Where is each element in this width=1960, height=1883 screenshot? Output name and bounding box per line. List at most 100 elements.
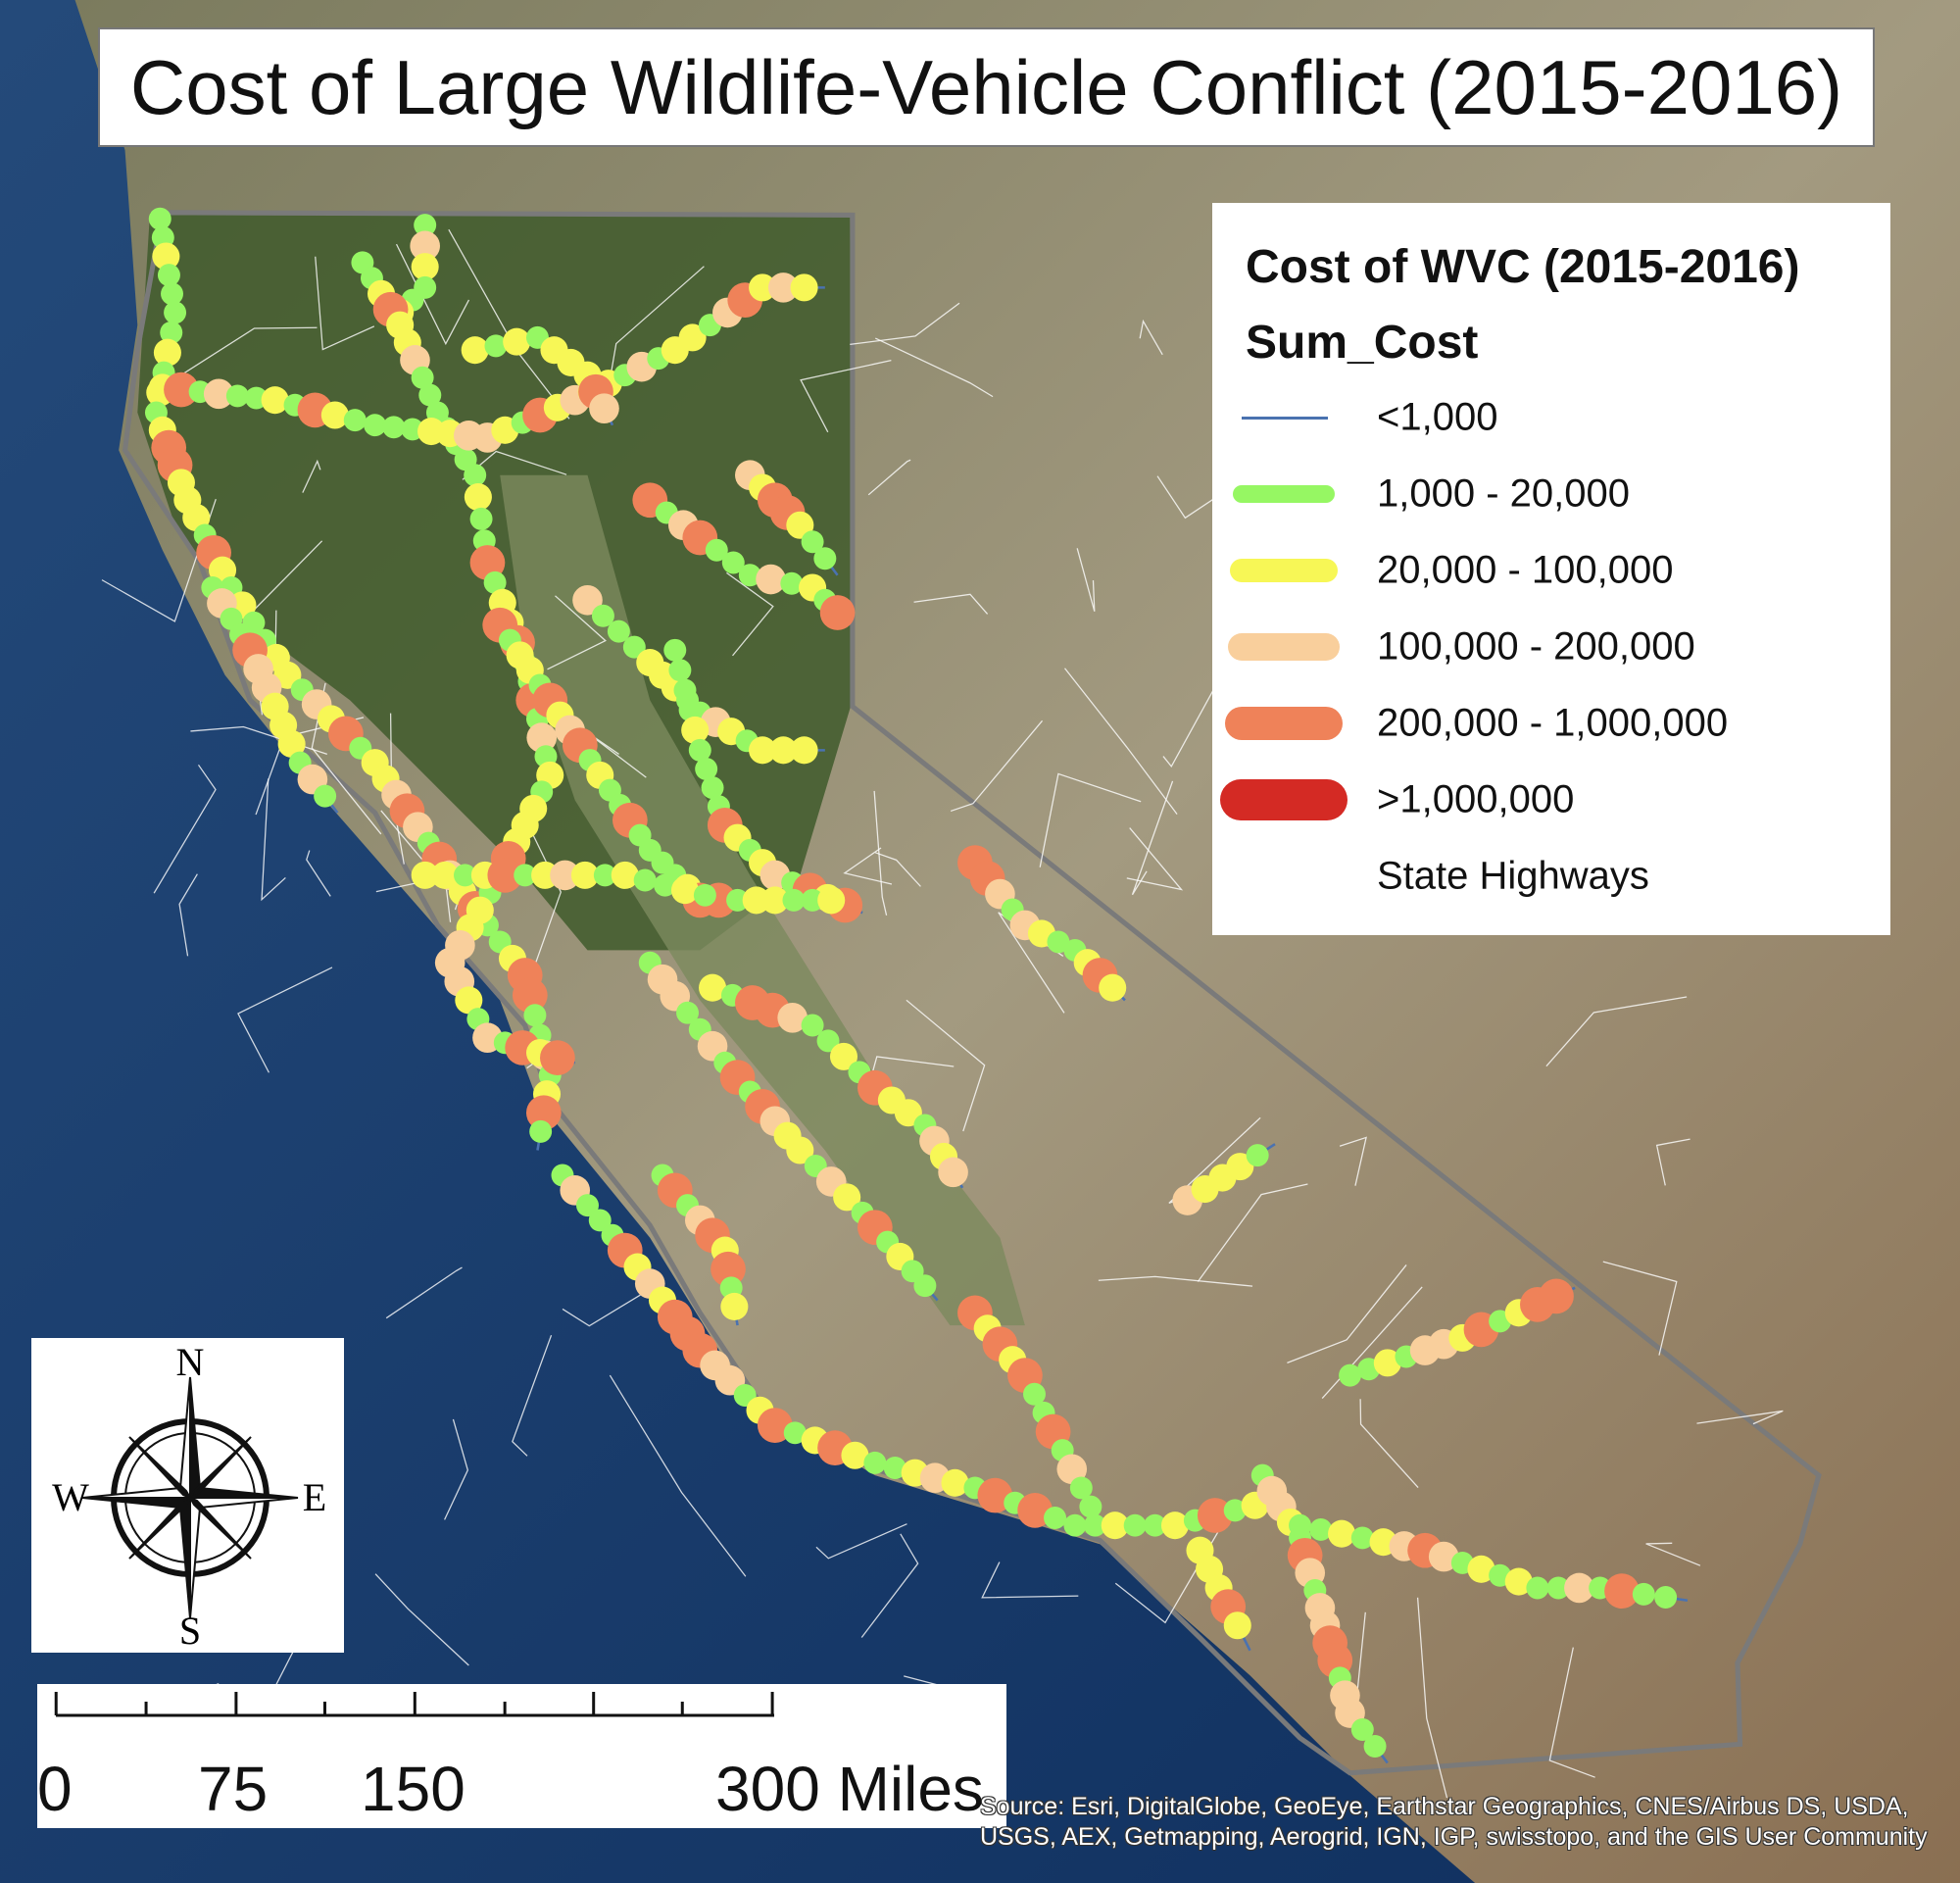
north-arrow-compass: N S W E [31, 1338, 344, 1653]
wvc-segment-marker [1328, 1519, 1356, 1548]
state-highway [1098, 1275, 1253, 1287]
wvc-segment-marker [414, 214, 437, 237]
wvc-segment-marker [633, 868, 657, 892]
state-highway [950, 719, 1044, 813]
state-highway [1696, 1410, 1784, 1425]
wvc-segment-marker [607, 619, 630, 643]
wvc-segment-marker [1546, 1576, 1570, 1600]
state-highway [183, 326, 318, 374]
wvc-segment-marker [816, 1029, 840, 1053]
wvc-segment-marker [790, 273, 818, 302]
map-title-box: Cost of Large Wildlife-Vehicle Conflict … [98, 27, 1875, 147]
wvc-segment-marker [588, 1209, 612, 1232]
wvc-segment-marker [469, 545, 506, 580]
legend-swatch-4 [1225, 707, 1343, 740]
wvc-segment-marker [817, 886, 846, 915]
wvc-segment-marker [464, 464, 487, 487]
wvc-segment-marker [738, 564, 761, 587]
wvc-segment-marker [512, 977, 548, 1014]
state-highway [609, 266, 705, 382]
state-highway [913, 593, 989, 615]
wvc-segment-marker [161, 282, 183, 306]
wvc-segment-marker [1063, 1513, 1087, 1537]
state-highway [906, 999, 986, 1132]
wvc-segment-marker [1079, 1495, 1102, 1518]
wvc-segment-marker [1223, 1611, 1251, 1640]
wvc-segment-marker [529, 1119, 553, 1143]
wvc-segment-marker [701, 776, 724, 800]
wvc-segment-marker [411, 366, 434, 389]
wvc-segment-marker [503, 327, 531, 356]
wvc-segment-marker [678, 323, 707, 352]
wvc-segment-marker [699, 973, 727, 1002]
wvc-segment-marker [1309, 1517, 1333, 1541]
wvc-segment-marker [801, 1014, 824, 1037]
legend-label: 1,000 - 20,000 [1377, 471, 1630, 516]
wvc-segment-marker [829, 1042, 858, 1070]
wvc-cost-segments [144, 207, 1678, 1759]
wvc-segment-marker [760, 886, 789, 915]
wvc-segment-marker [782, 888, 806, 912]
compass-w: W [52, 1475, 89, 1519]
wvc-segment-marker [678, 699, 702, 722]
wvc-segment-marker [1467, 1555, 1495, 1583]
state-highway [843, 847, 893, 885]
wvc-segment-marker [1101, 1511, 1129, 1540]
legend-swatch-3 [1228, 633, 1340, 661]
state-highway [1545, 996, 1688, 1067]
wvc-segment-marker [813, 547, 837, 570]
wvc-segment-marker [164, 372, 199, 408]
state-highway [1126, 827, 1184, 891]
wvc-segment-marker [654, 873, 677, 897]
legend-swatch-0 [1242, 417, 1328, 420]
state-highway [981, 1561, 1079, 1599]
state-highway [1139, 319, 1163, 356]
wvc-segment-marker [570, 861, 599, 889]
state-highway [444, 1418, 468, 1520]
state-highway [1076, 548, 1096, 612]
wvc-segment-marker [721, 551, 745, 574]
wvc-segment-marker [676, 1001, 700, 1024]
state-highway [1131, 780, 1174, 896]
state-highway [153, 764, 217, 894]
wvc-segment-marker [1604, 1573, 1640, 1610]
legend-item: <1,000 [1212, 383, 1890, 452]
wvc-segment-marker [1289, 1513, 1312, 1537]
state-highway [237, 966, 333, 1073]
wvc-segment-marker [693, 883, 716, 907]
wvc-segment-marker [883, 1457, 906, 1479]
wvc-segment-marker [152, 242, 180, 271]
wvc-segment-marker [670, 876, 700, 905]
wvc-segment-marker [663, 638, 687, 662]
scale-label-75: 75 [198, 1754, 269, 1824]
wvc-segment-marker [749, 273, 777, 302]
scale-bar: 0 75 150 300 Miles [37, 1684, 1006, 1828]
wvc-segment-marker [841, 1441, 869, 1469]
wvc-segment-marker [464, 483, 492, 512]
wvc-segment-marker [261, 386, 289, 415]
wvc-segment-marker [622, 635, 646, 659]
legend-item: 20,000 - 100,000 [1212, 536, 1890, 605]
legend-item: 200,000 - 1,000,000 [1212, 689, 1890, 758]
wvc-segment-marker [153, 338, 181, 367]
wvc-segment-marker [411, 253, 439, 281]
wvc-segment-marker [540, 1040, 575, 1075]
wvc-segment-marker [454, 864, 476, 887]
wvc-segment-marker [411, 861, 439, 889]
wvc-segment-marker [938, 1157, 968, 1188]
legend-item: >1,000,000 [1212, 766, 1890, 834]
wvc-segment-marker [790, 736, 818, 765]
state-highway [726, 571, 774, 657]
legend-label: 200,000 - 1,000,000 [1377, 701, 1729, 745]
legend-label: 100,000 - 200,000 [1377, 624, 1695, 669]
wvc-segment-marker [1539, 1278, 1574, 1314]
state-highway [306, 850, 331, 897]
scale-label-150: 150 [361, 1754, 466, 1824]
wvc-segment-marker [783, 1421, 807, 1445]
legend-label-highways: State Highways [1377, 854, 1649, 898]
legend-item: 1,000 - 20,000 [1212, 460, 1890, 528]
wvc-segment-marker [576, 1194, 599, 1217]
basemap-credits: Source: Esri, DigitalGlobe, GeoEye, Eart… [980, 1793, 1928, 1851]
wvc-segment-marker [148, 207, 172, 230]
state-highway [562, 1294, 641, 1327]
